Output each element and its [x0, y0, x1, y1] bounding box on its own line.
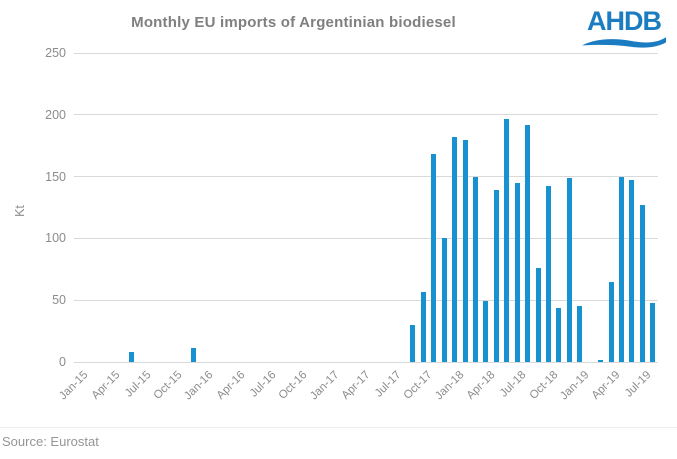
bar-Jan-19 — [577, 306, 583, 362]
y-tick-label: 0 — [59, 355, 66, 369]
bar-Nov-17 — [431, 154, 437, 362]
bar-Jun-15 — [128, 352, 134, 362]
x-tick-label-Apr-19: Apr-19 — [589, 369, 623, 402]
bar-Oct-18 — [546, 186, 551, 362]
y-tick-label: 150 — [45, 169, 66, 184]
ahdb-logo-text: AHDB — [587, 6, 662, 36]
x-tick-label-Oct-17: Oct-17 — [401, 369, 435, 402]
x-tick-label-Jan-18: Jan-18 — [432, 369, 467, 403]
x-tick-label-Apr-18: Apr-18 — [464, 369, 498, 402]
gridline-200 — [74, 114, 658, 116]
bar-Jul-19 — [639, 205, 645, 362]
bar-Nov-18 — [556, 307, 562, 362]
x-tick-label-Apr-17: Apr-17 — [339, 369, 373, 402]
bar-May-19 — [619, 176, 624, 362]
x-tick-label-Jan-15: Jan-15 — [57, 369, 91, 403]
bar-Aug-18 — [525, 124, 531, 362]
x-tick-label-Jul-16: Jul-16 — [247, 369, 279, 400]
bar-Jun-19 — [629, 180, 635, 362]
bar-Mar-19 — [598, 359, 604, 362]
bar-Jun-18 — [504, 118, 510, 362]
chart-title: Monthly EU imports of Argentinian biodie… — [131, 14, 456, 31]
gridline-100 — [74, 237, 658, 239]
y-tick-label: 200 — [45, 107, 66, 122]
x-tick-label-Apr-16: Apr-16 — [214, 369, 248, 402]
bar-Sep-17 — [410, 324, 416, 362]
x-tick-label-Jan-19: Jan-19 — [557, 369, 592, 403]
x-tick-label-Oct-16: Oct-16 — [276, 369, 310, 402]
ahdb-wave-icon — [582, 37, 666, 48]
bar-Feb-18 — [462, 139, 468, 362]
source-note: Source: Eurostat — [2, 434, 99, 449]
x-tick-label-Jul-15: Jul-15 — [122, 369, 154, 400]
gridline-0 — [74, 361, 658, 363]
x-tick-label-Jan-17: Jan-17 — [307, 369, 341, 403]
gridline-50 — [74, 299, 658, 301]
bar-Dec-15 — [191, 348, 197, 362]
x-tick-label-Jul-18: Jul-18 — [498, 369, 529, 400]
gridline-150 — [74, 176, 658, 178]
x-tick-label-Jul-17: Jul-17 — [372, 369, 404, 400]
x-tick-label-Apr-15: Apr-15 — [89, 369, 122, 402]
x-tick-label-Jul-19: Jul-19 — [623, 369, 654, 400]
y-tick-label: 250 — [45, 46, 66, 60]
bar-May-18 — [493, 190, 499, 362]
bar-Sep-18 — [535, 268, 541, 362]
bar-Jul-18 — [514, 182, 520, 362]
bar-Aug-19 — [650, 302, 656, 362]
y-tick-label: 50 — [52, 293, 66, 308]
y-axis-label: Kt — [12, 205, 27, 217]
bar-Oct-17 — [420, 291, 426, 362]
y-tick-label: 100 — [45, 231, 66, 246]
bar-Apr-19 — [608, 281, 614, 362]
bar-Dec-18 — [566, 177, 572, 362]
bar-Jan-18 — [452, 137, 458, 362]
x-tick-label-Oct-18: Oct-18 — [527, 369, 560, 402]
bar-Apr-18 — [483, 301, 489, 362]
ahdb-logo: AHDB — [582, 8, 666, 50]
footer-divider — [0, 427, 677, 428]
bar-Mar-18 — [473, 176, 478, 362]
x-tick-label-Jan-16: Jan-16 — [182, 369, 216, 403]
x-tick-label-Oct-15: Oct-15 — [151, 369, 185, 402]
bar-Dec-17 — [441, 238, 447, 362]
gridline-250 — [74, 52, 658, 54]
